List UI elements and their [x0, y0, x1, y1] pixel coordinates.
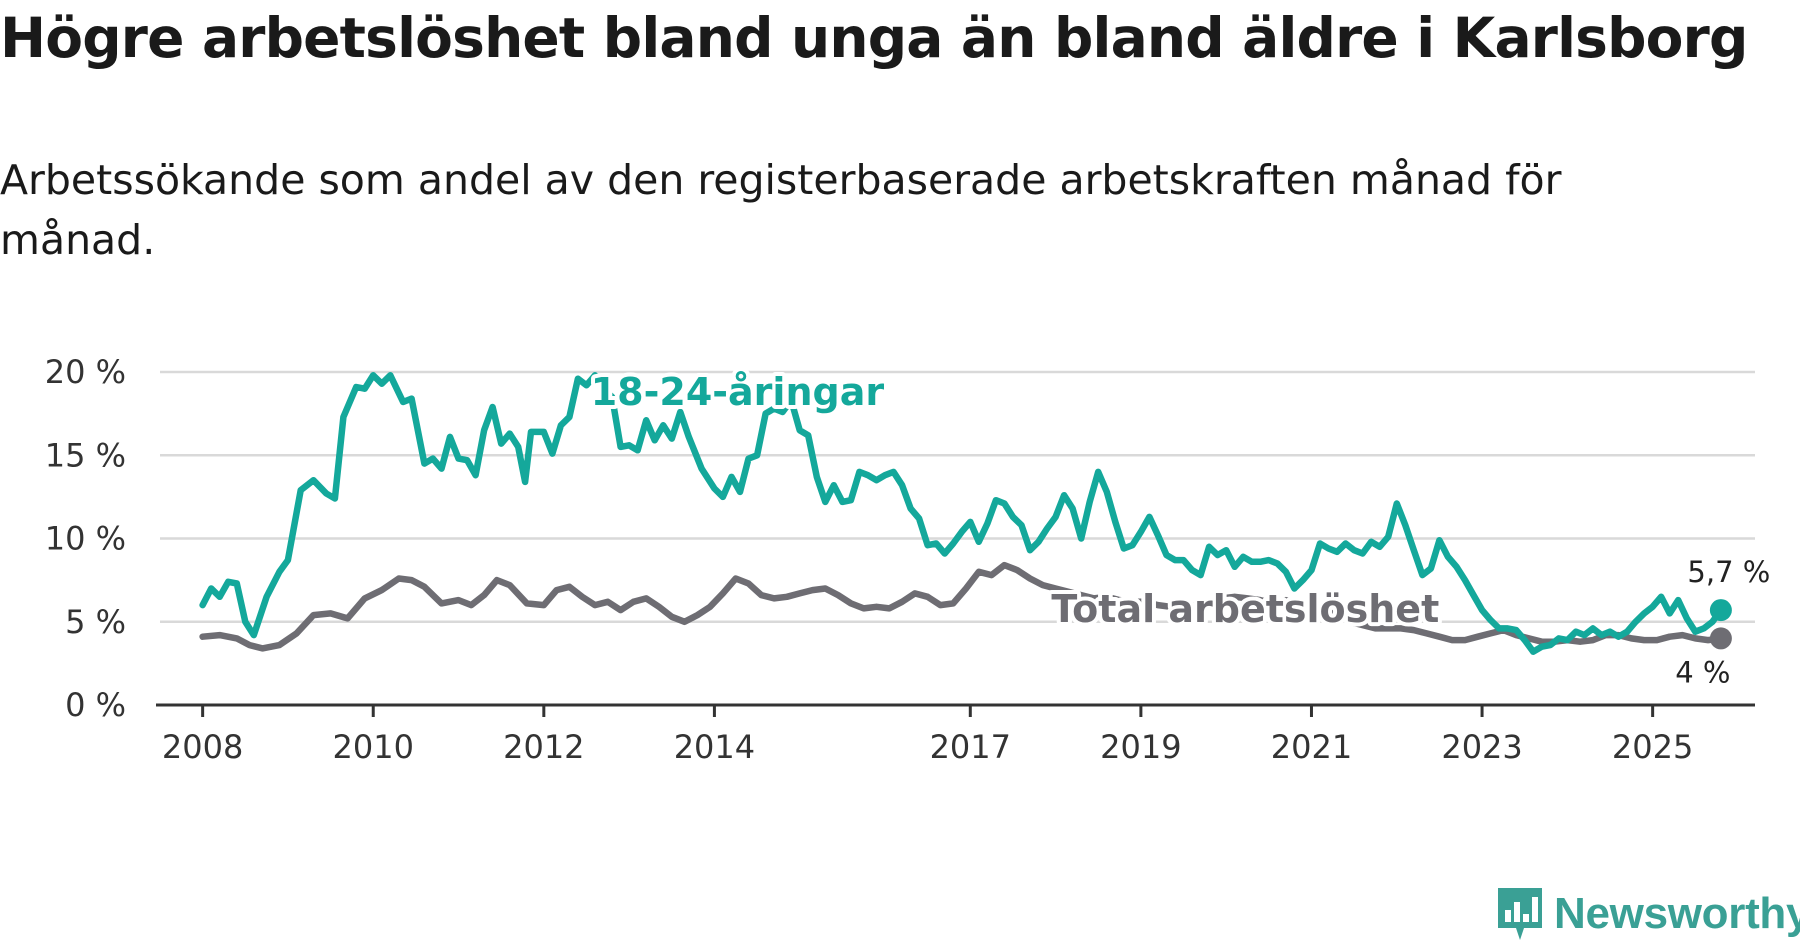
series-line-total[interactable]: [199, 561, 1725, 652]
x-axis: 2008 2010 2012 2014 2017 2019 2021 2023 2025: [156, 703, 1755, 766]
x-tick-label: 2014: [674, 728, 755, 766]
newsworthy-logo[interactable]: Newsworthy: [1494, 884, 1800, 944]
y-tick-label: 0 %: [65, 686, 126, 724]
y-tick-label: 10 %: [45, 520, 126, 558]
x-tick-label: 2021: [1271, 728, 1352, 766]
end-point-youth[interactable]: [1709, 599, 1732, 622]
brand-name: Newsworthy: [1554, 889, 1800, 938]
x-tick-label: 2012: [503, 728, 584, 766]
y-tick-label: 15 %: [45, 436, 126, 474]
chart-subtitle: Arbetssökande som andel av den registerb…: [0, 156, 1562, 264]
x-tick-label: 2023: [1441, 728, 1522, 766]
end-label-total: 4 %: [1675, 655, 1730, 689]
series-label-youth: 18-24-åringar: [591, 370, 885, 414]
x-tick-label: 2010: [333, 728, 414, 766]
y-axis: 0 % 5 % 10 % 15 % 20 %: [45, 353, 126, 724]
x-tick-label: 2019: [1100, 728, 1181, 766]
label-layer: Total arbetslöshet 18-24-åringar 5,7 % 4 %: [587, 366, 1774, 692]
x-tick-label: 2017: [930, 728, 1011, 766]
end-label-youth: 5,7 %: [1687, 555, 1770, 589]
series-layer: [199, 372, 1732, 655]
x-tick-label: 2008: [162, 728, 243, 766]
newsworthy-logo-icon: [1498, 888, 1542, 940]
end-point-total[interactable]: [1709, 627, 1732, 650]
y-tick-label: 5 %: [65, 603, 126, 641]
y-tick-label: 20 %: [45, 353, 126, 391]
series-line-youth[interactable]: [199, 372, 1725, 655]
grid-layer: [160, 370, 1755, 623]
x-tick-label: 2025: [1612, 728, 1693, 766]
chart-title: Högre arbetslöshet bland unga än bland ä…: [0, 6, 1748, 70]
series-label-total: Total arbetslöshet: [1051, 587, 1439, 631]
